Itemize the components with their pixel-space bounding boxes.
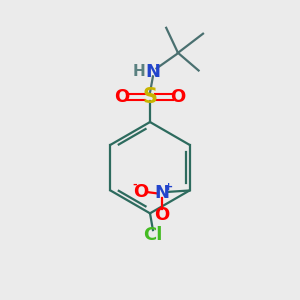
- Text: Cl: Cl: [143, 226, 163, 244]
- Text: N: N: [146, 63, 160, 81]
- Text: H: H: [132, 64, 145, 79]
- Text: N: N: [154, 184, 169, 202]
- Text: S: S: [142, 87, 158, 107]
- Text: O: O: [154, 206, 169, 224]
- Text: O: O: [170, 88, 186, 106]
- Text: -: -: [132, 180, 137, 190]
- Text: O: O: [133, 183, 148, 201]
- Text: O: O: [114, 88, 130, 106]
- Text: +: +: [164, 182, 173, 192]
